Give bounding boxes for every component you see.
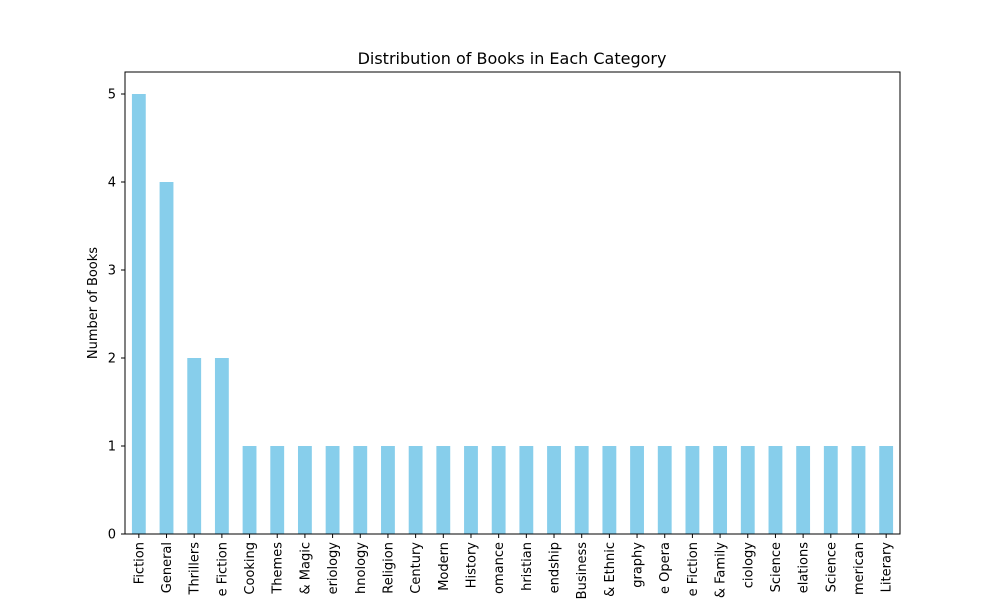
bar-19 [657, 446, 672, 534]
bar-17 [602, 446, 617, 534]
bar-14 [519, 446, 534, 534]
bar-23 [768, 446, 783, 534]
x-tick-label-2: Thrillers [188, 542, 203, 596]
x-tick-label-23: Science [769, 542, 784, 592]
x-tick-label-0: Fiction [132, 542, 147, 584]
bar-1 [159, 182, 174, 534]
y-tick-label-5: 5 [108, 88, 116, 103]
bar-5 [270, 446, 285, 534]
bar-20 [685, 446, 700, 534]
x-tick-label-17: & Ethnic [603, 542, 618, 597]
x-axis: Fiction General Thrillers e Fiction Cooking T… [132, 534, 895, 600]
bar-6 [297, 446, 312, 534]
bar-26 [851, 446, 866, 534]
x-tick-label-9: Religion [381, 542, 396, 594]
chart-title: Distribution of Books in Each Category [358, 49, 667, 68]
y-tick-label-3: 3 [108, 264, 116, 279]
bar-8 [353, 446, 368, 534]
y-axis: 0 1 2 3 4 5 [108, 88, 125, 543]
x-tick-label-13: omance [492, 542, 507, 594]
y-tick-label-2: 2 [108, 352, 116, 367]
x-tick-label-10: Century [409, 542, 424, 594]
x-tick-label-24: elations [797, 542, 812, 593]
bar-15 [547, 446, 561, 534]
x-tick-label-15: endship [548, 542, 563, 593]
bar-24 [796, 446, 811, 534]
bar-4 [242, 446, 257, 534]
y-tick-label-4: 4 [108, 176, 116, 191]
x-tick-label-26: merican [852, 542, 867, 595]
bar-3 [214, 358, 229, 534]
bars-group [131, 94, 894, 534]
bar-22 [740, 446, 755, 534]
x-tick-label-11: Modern [437, 542, 452, 591]
bar-9 [381, 446, 395, 534]
bar-27 [879, 446, 894, 534]
bar-13 [491, 446, 506, 534]
x-tick-label-3: e Fiction [215, 542, 230, 596]
x-tick-label-27: Literary [880, 542, 895, 593]
x-tick-label-12: History [464, 542, 479, 589]
bar-16 [574, 446, 589, 534]
x-tick-label-22: ciology [741, 542, 756, 589]
bar-12 [464, 446, 478, 534]
x-tick-label-6: & Magic [298, 542, 313, 594]
bar-25 [823, 446, 838, 534]
x-tick-label-5: Themes [271, 542, 286, 595]
bar-0 [131, 94, 146, 534]
bar-10 [408, 446, 423, 534]
y-axis-label: Number of Books [86, 247, 101, 359]
bar-7 [325, 446, 340, 534]
bar-21 [713, 446, 728, 534]
x-tick-label-14: hristian [520, 542, 535, 591]
x-tick-label-4: Cooking [243, 542, 258, 595]
x-tick-label-21: & Family [714, 542, 729, 598]
x-tick-label-8: hnology [354, 542, 369, 594]
bar-18 [630, 446, 644, 534]
x-tick-label-7: eriology [326, 542, 341, 595]
x-tick-label-25: Science [824, 542, 839, 592]
bar-2 [187, 358, 202, 534]
x-tick-label-1: General [160, 542, 175, 593]
x-tick-label-18: graphy [631, 542, 646, 588]
x-tick-label-16: Business [575, 542, 590, 600]
plot-frame [124, 71, 901, 535]
x-tick-label-19: e Opera [658, 542, 673, 594]
y-tick-label-0: 0 [108, 528, 116, 543]
bar-11 [436, 446, 451, 534]
x-tick-label-20: e Fiction [686, 542, 701, 596]
y-tick-label-1: 1 [108, 440, 116, 455]
